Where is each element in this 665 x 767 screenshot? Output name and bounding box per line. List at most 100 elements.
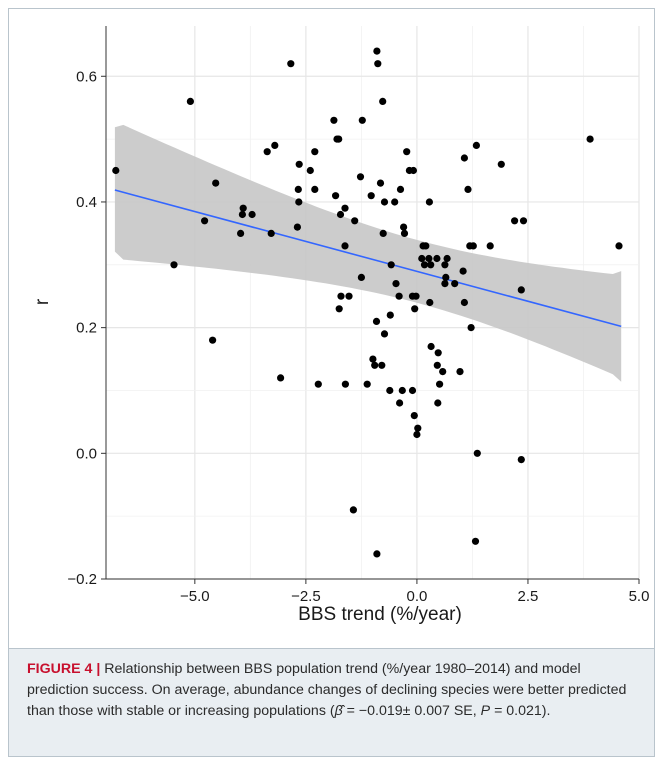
data-point bbox=[396, 399, 404, 407]
data-point bbox=[349, 506, 357, 514]
data-point bbox=[357, 273, 365, 281]
caption-text: Relationship between BBS population tren… bbox=[27, 661, 627, 719]
data-point bbox=[519, 217, 528, 225]
data-point bbox=[441, 261, 449, 269]
confidence-band-layer bbox=[114, 124, 622, 382]
x-axis-label: BBS trend (%/year) bbox=[298, 604, 462, 625]
data-point bbox=[436, 380, 444, 388]
figure-label: FIGURE 4 | bbox=[27, 661, 101, 677]
data-point bbox=[433, 254, 441, 263]
data-point bbox=[293, 223, 301, 231]
data-point bbox=[409, 166, 417, 175]
confidence-band bbox=[114, 124, 622, 382]
y-tick-label: −0.2 bbox=[67, 571, 97, 588]
figure-caption: FIGURE 4 | Relationship between BBS popu… bbox=[8, 648, 655, 757]
data-point bbox=[351, 217, 359, 225]
data-point bbox=[396, 185, 405, 193]
data-point bbox=[345, 292, 353, 300]
data-point bbox=[379, 229, 387, 237]
data-point bbox=[248, 210, 256, 219]
points-layer bbox=[112, 47, 623, 558]
data-point bbox=[403, 148, 411, 156]
data-point bbox=[426, 298, 434, 307]
data-point bbox=[295, 160, 303, 168]
data-point bbox=[412, 292, 420, 300]
data-point bbox=[387, 261, 395, 269]
data-point bbox=[263, 148, 271, 156]
data-point bbox=[386, 386, 394, 395]
data-point bbox=[295, 198, 303, 206]
data-point bbox=[335, 135, 343, 143]
data-point bbox=[373, 550, 381, 558]
x-tick-label: 0.0 bbox=[406, 588, 427, 605]
data-point bbox=[337, 292, 345, 300]
data-point bbox=[201, 217, 209, 225]
data-point bbox=[400, 229, 409, 237]
data-point bbox=[386, 311, 394, 319]
data-point bbox=[411, 305, 419, 313]
data-point bbox=[395, 292, 403, 300]
data-point bbox=[456, 368, 464, 376]
y-tick-label: 0.0 bbox=[76, 445, 97, 462]
data-point bbox=[427, 342, 435, 351]
data-point bbox=[380, 198, 389, 206]
x-tick-label: 5.0 bbox=[629, 588, 650, 605]
data-point bbox=[112, 166, 120, 175]
data-point bbox=[439, 368, 447, 376]
x-tick-label: −2.5 bbox=[291, 588, 321, 605]
data-point bbox=[358, 116, 366, 124]
data-point bbox=[238, 210, 246, 219]
data-point bbox=[356, 173, 365, 181]
p-symbol: P bbox=[480, 702, 491, 719]
data-point bbox=[341, 242, 349, 250]
data-point bbox=[517, 286, 525, 294]
x-tick-label: 2.5 bbox=[518, 588, 539, 605]
data-point bbox=[369, 355, 377, 363]
data-point bbox=[332, 192, 340, 200]
data-point bbox=[510, 217, 519, 225]
data-point bbox=[380, 330, 389, 338]
data-point bbox=[425, 198, 433, 206]
data-point bbox=[341, 204, 349, 212]
data-point bbox=[186, 97, 194, 105]
data-point bbox=[209, 336, 217, 344]
data-point bbox=[363, 380, 371, 388]
beta-symbol: β̂ bbox=[334, 702, 343, 719]
data-point bbox=[414, 424, 422, 432]
y-tick-label: 0.2 bbox=[76, 320, 97, 337]
tick-labels: −5.0 −2.5 0.0 2.5 5.0 −0.2 0.0 0.2 0.4 0.6 bbox=[67, 68, 649, 605]
data-point bbox=[451, 280, 459, 288]
data-point bbox=[473, 449, 481, 457]
data-point bbox=[433, 361, 441, 369]
data-point bbox=[443, 254, 451, 263]
data-point bbox=[460, 298, 468, 307]
data-point bbox=[371, 361, 379, 369]
data-point bbox=[422, 242, 430, 250]
data-point bbox=[398, 386, 406, 395]
caption-stats-2: = 0.021). bbox=[490, 702, 551, 719]
data-point bbox=[460, 154, 468, 162]
data-point bbox=[497, 160, 505, 168]
data-point bbox=[311, 148, 319, 156]
data-point bbox=[239, 204, 247, 212]
data-point bbox=[459, 267, 467, 275]
data-point bbox=[392, 280, 400, 288]
data-point bbox=[314, 380, 322, 388]
data-point bbox=[212, 179, 220, 187]
data-point bbox=[413, 430, 421, 439]
data-point bbox=[341, 380, 349, 388]
data-point bbox=[420, 261, 429, 269]
caption-stats-1: = −0.019± 0.007 SE, bbox=[342, 702, 481, 719]
y-axis-label: r bbox=[32, 298, 53, 305]
data-point bbox=[336, 210, 345, 219]
data-point bbox=[237, 229, 245, 237]
data-point bbox=[277, 374, 285, 382]
data-point bbox=[586, 135, 594, 143]
data-point bbox=[294, 185, 302, 193]
data-point bbox=[379, 97, 387, 105]
y-tick-label: 0.6 bbox=[76, 68, 97, 85]
fit-line-layer bbox=[114, 189, 622, 328]
data-point bbox=[306, 166, 314, 175]
data-point bbox=[464, 185, 472, 193]
